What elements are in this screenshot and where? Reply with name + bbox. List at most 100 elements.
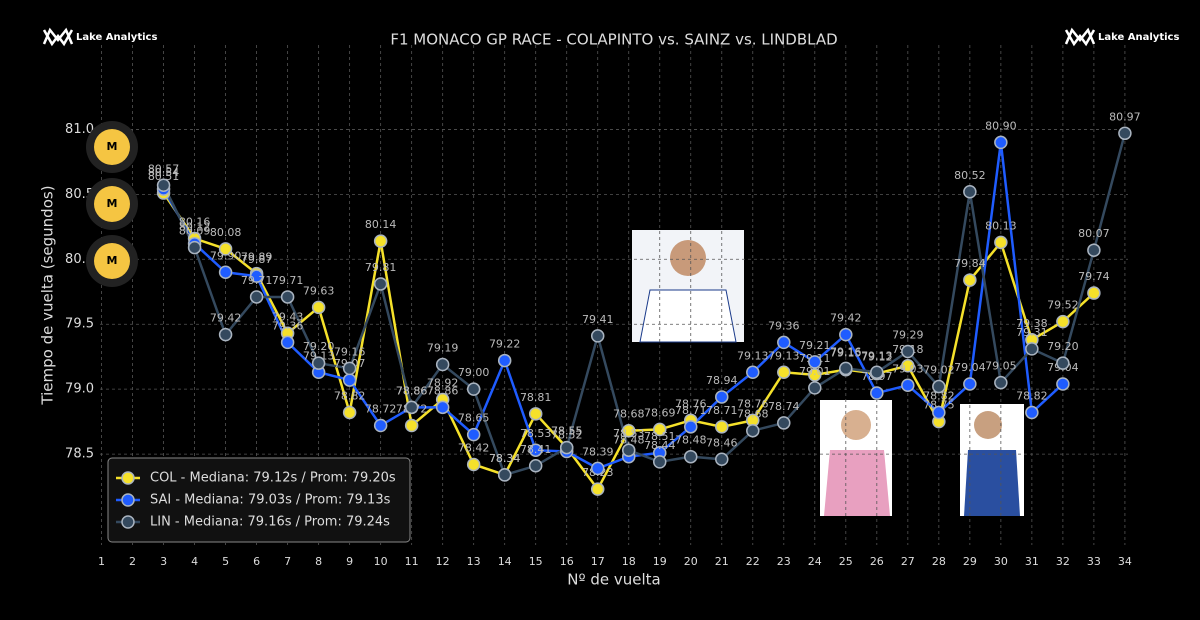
x-tick-label: 12 [436,555,450,568]
data-label: 79.00 [458,366,490,379]
x-tick-label: 30 [994,555,1008,568]
point [746,423,760,438]
x-tick-label: 11 [405,555,419,568]
data-label: 80.16 [179,216,211,229]
data-label: 78.82 [923,390,955,403]
x-tick-label: 23 [777,555,791,568]
point [777,335,791,350]
y-tick-label: 78.5 [65,447,94,462]
point [715,452,729,467]
data-label: 79.01 [799,365,831,378]
tyre-badge-inner [94,186,130,222]
point [342,361,357,376]
point [1056,377,1070,391]
x-tick-label: 33 [1087,555,1101,568]
point [249,269,264,283]
tyre-badge-inner [94,243,130,279]
data-label: 79.43 [272,310,304,323]
data-label: 78.52 [551,428,583,441]
point [932,379,946,394]
x-tick-label: 32 [1056,555,1070,568]
point [1087,286,1101,300]
data-label: 80.13 [985,219,1017,232]
legend-marker [121,493,135,507]
tyre-badges: M M M [86,121,138,287]
data-label: 79.19 [427,341,459,354]
x-tick-label: 5 [222,555,229,568]
point [528,459,543,473]
data-label: 78.72 [365,403,397,416]
data-label: 79.29 [892,328,924,341]
tyre-badge-label: M [107,254,118,267]
point [373,234,388,248]
x-tick-label: 24 [808,555,822,568]
point [621,423,636,438]
legend-box [107,457,411,543]
point [994,375,1008,390]
y-tick-label: 79.0 [65,382,94,397]
logo-left: Lake Analytics [42,27,157,47]
tyre-badge-label: M [107,140,118,153]
data-label: 79.13 [768,349,800,362]
brand: Lake Analytics [1098,32,1179,43]
data-label: 79.12 [861,351,893,364]
x-tick-label: 3 [160,555,167,568]
point [249,290,264,304]
x-tick-label: 29 [963,555,977,568]
point [1025,405,1039,420]
x-tick-label: 16 [560,555,574,568]
data-label: 79.31 [1016,326,1048,339]
point [994,135,1008,150]
data-label: 78.81 [520,391,552,404]
point [652,455,667,469]
point [373,277,388,291]
brand: Lake Analytics [76,32,157,43]
legend-label: LIN - Mediana: 79.16s / Prom: 79.24s [150,515,390,530]
data-label: 78.75 [923,399,955,412]
data-label: 78.94 [706,374,738,387]
data-label: 80.54 [148,166,180,179]
data-label: 79.15 [830,347,862,360]
point [684,420,698,434]
point [839,327,853,342]
x-tick-label: 1 [98,555,105,568]
data-label: 79.36 [272,319,304,332]
data-label: 78.55 [551,425,583,438]
point [777,416,791,430]
point [311,356,326,370]
data-label: 78.68 [613,408,645,421]
data-label: 79.13 [737,349,769,362]
point [684,449,698,464]
point [1087,243,1101,257]
point [1025,342,1039,356]
tyre-badge-label: M [107,197,118,210]
data-label: 79.42 [830,312,862,325]
data-label: 78.76 [675,397,707,410]
data-label: 79.42 [210,312,242,325]
data-label: 79.36 [768,319,800,332]
point [963,185,977,199]
data-label: 78.53 [613,427,645,440]
data-label: 78.86 [427,384,459,397]
data-label: 79.84 [954,257,986,270]
data-label: 78.44 [644,439,676,452]
point [994,235,1008,250]
data-label: 78.34 [489,452,521,465]
point [342,373,357,387]
data-label: 78.48 [613,434,645,447]
driver-photo [960,404,1024,516]
data-label: 79.16 [334,345,366,358]
x-tick-label: 22 [746,555,760,568]
point [187,240,202,255]
point [901,378,915,393]
point [621,443,636,457]
data-label: 79.02 [923,364,955,377]
point [218,327,233,342]
data-label: 79.63 [303,284,335,297]
x-tick-label: 31 [1025,555,1039,568]
point [963,377,977,391]
point [528,407,543,421]
x-axis-label: Nº de vuelta [567,571,660,589]
data-label: 80.52 [954,169,986,182]
data-label: 80.51 [148,170,180,183]
